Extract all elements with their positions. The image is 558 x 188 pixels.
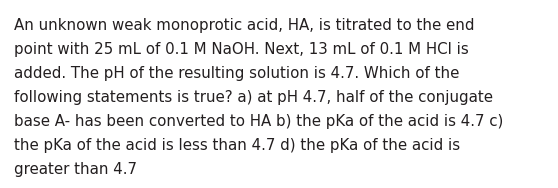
Text: greater than 4.7: greater than 4.7: [14, 162, 137, 177]
Text: An unknown weak monoprotic acid, HA, is titrated to the end: An unknown weak monoprotic acid, HA, is …: [14, 18, 474, 33]
Text: following statements is true? a) at pH 4.7, half of the conjugate: following statements is true? a) at pH 4…: [14, 90, 493, 105]
Text: point with 25 mL of 0.1 M NaOH. Next, 13 mL of 0.1 M HCl is: point with 25 mL of 0.1 M NaOH. Next, 13…: [14, 42, 469, 57]
Text: the pKa of the acid is less than 4.7 d) the pKa of the acid is: the pKa of the acid is less than 4.7 d) …: [14, 138, 460, 153]
Text: base A- has been converted to HA b) the pKa of the acid is 4.7 c): base A- has been converted to HA b) the …: [14, 114, 503, 129]
Text: added. The pH of the resulting solution is 4.7. Which of the: added. The pH of the resulting solution …: [14, 66, 459, 81]
